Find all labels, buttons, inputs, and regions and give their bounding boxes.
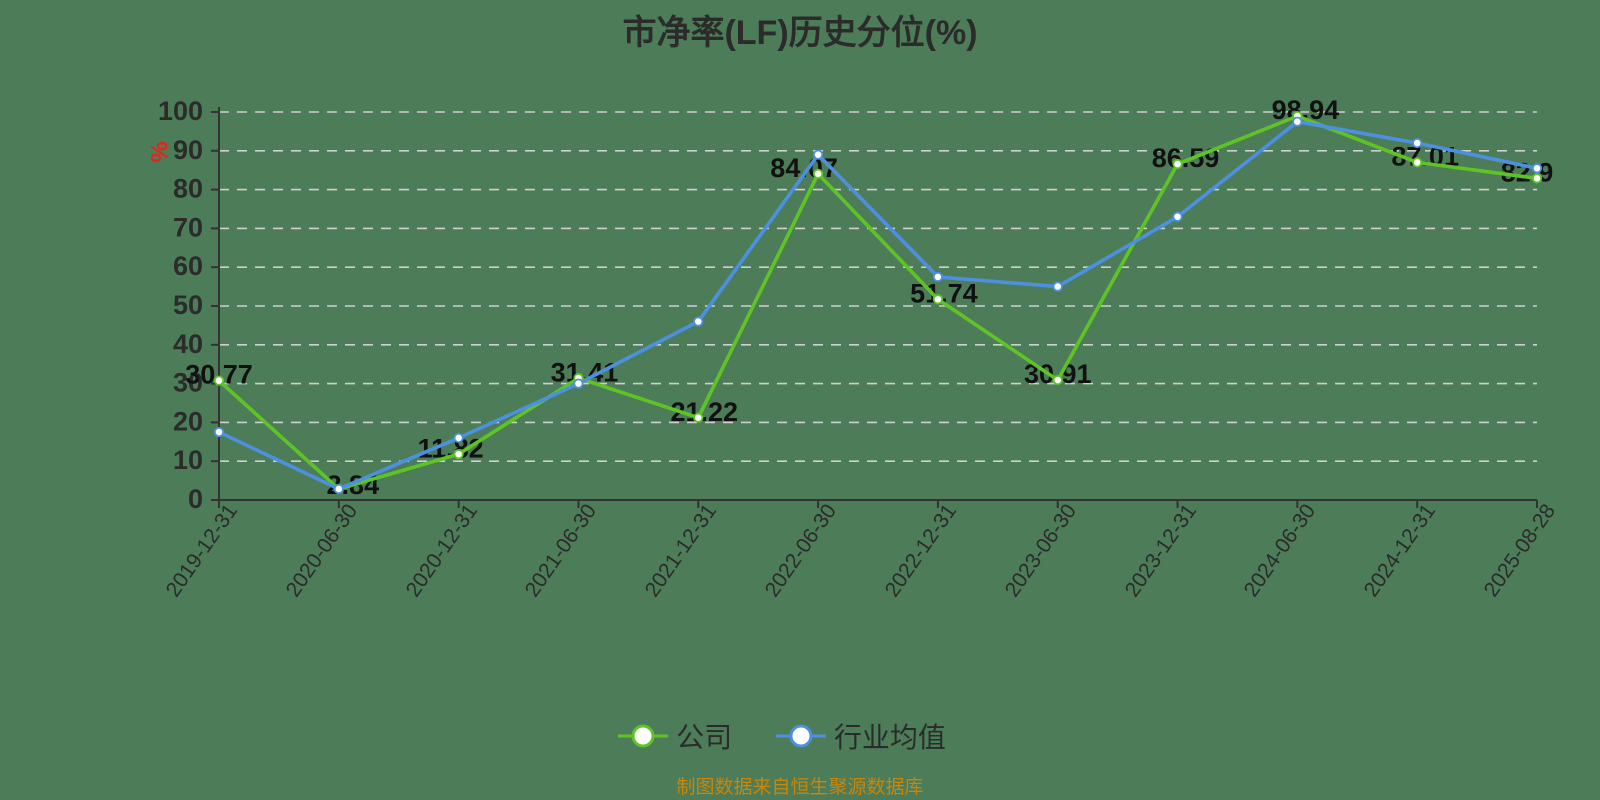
svg-text:31.41: 31.41 xyxy=(551,357,619,387)
svg-text:11.82: 11.82 xyxy=(418,433,484,463)
svg-text:70: 70 xyxy=(173,212,203,242)
svg-text:100: 100 xyxy=(158,96,203,126)
svg-text:40: 40 xyxy=(173,329,203,359)
svg-text:10: 10 xyxy=(173,445,203,475)
svg-text:86.59: 86.59 xyxy=(1152,143,1220,173)
svg-text:60: 60 xyxy=(173,251,203,281)
svg-text:20: 20 xyxy=(173,406,203,436)
svg-text:80: 80 xyxy=(173,174,203,204)
svg-text:90: 90 xyxy=(173,135,203,165)
svg-text:0: 0 xyxy=(188,484,203,514)
svg-text:50: 50 xyxy=(173,290,203,320)
svg-text:84.07: 84.07 xyxy=(770,153,838,183)
